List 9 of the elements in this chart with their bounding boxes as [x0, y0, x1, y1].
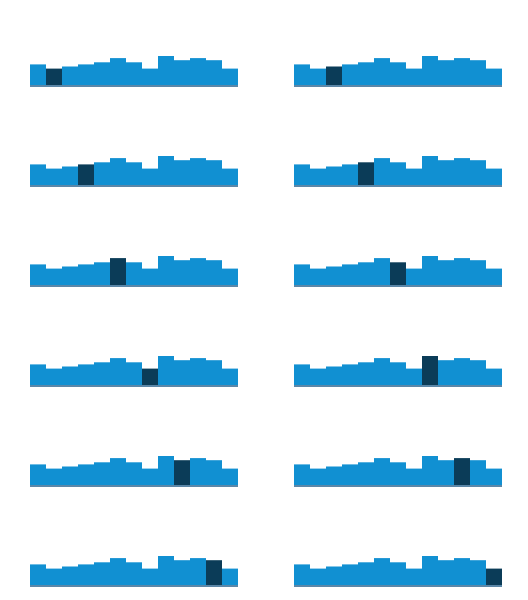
bar: [422, 356, 438, 386]
bar: [142, 368, 158, 386]
bar: [30, 64, 46, 86]
bar: [174, 460, 190, 486]
bar: [454, 458, 470, 486]
bar: [110, 258, 126, 286]
bar: [326, 66, 342, 86]
bar: [46, 68, 62, 86]
bar: [390, 262, 406, 286]
